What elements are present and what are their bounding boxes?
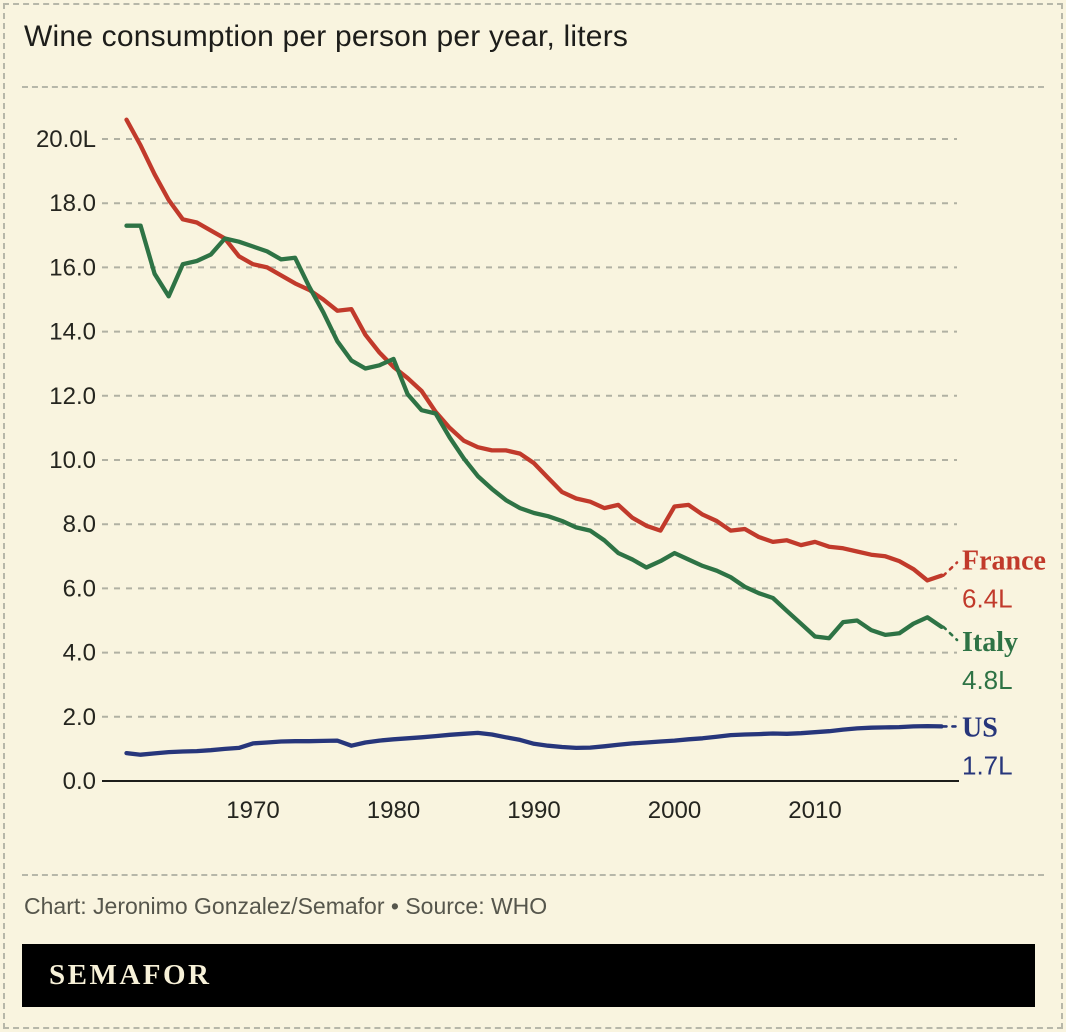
y-tick-label: 14.0 xyxy=(49,319,96,346)
x-tick-label: 1970 xyxy=(226,797,279,824)
y-tick-label: 18.0 xyxy=(49,190,96,217)
italy-end-value-label: 4.8L xyxy=(962,665,1013,695)
france-end-value-label: 6.4L xyxy=(962,584,1013,614)
semafor-logo-bar: SEMAFOR xyxy=(22,944,1035,1007)
y-tick-label: 2.0 xyxy=(63,704,96,731)
x-tick-label: 2000 xyxy=(648,797,701,824)
wine-consumption-chart: 0.0 2.0 4.0 6.0 8.0 10.0 12.0 14.0 16.0 18.0 20.0L… xyxy=(36,117,1046,824)
y-tick-label: 6.0 xyxy=(63,575,96,602)
france-series-label: France xyxy=(962,546,1046,577)
italy-line xyxy=(124,223,944,641)
x-tick-label: 2010 xyxy=(788,797,841,824)
us-end-value-label: 1.7L xyxy=(962,750,1013,780)
credit-source-line: Chart: Jeronimo Gonzalez/Semafor • Sourc… xyxy=(24,893,548,919)
chart-title: Wine consumption per person per year, li… xyxy=(24,20,629,53)
france-label-leader xyxy=(942,561,959,577)
x-tick-label: 1980 xyxy=(367,797,420,824)
y-tick-label: 12.0 xyxy=(49,383,96,410)
semafor-logo-text: SEMAFOR xyxy=(49,959,212,991)
us-line xyxy=(124,723,944,757)
y-tick-label: 10.0 xyxy=(49,447,96,474)
y-tick-label: 16.0 xyxy=(49,254,96,281)
footer-separator xyxy=(22,874,1044,876)
italy-label-leader xyxy=(942,625,959,642)
y-tick-label: 20.0L xyxy=(36,126,96,153)
us-series-label: US xyxy=(962,712,998,743)
y-tick-label: 4.0 xyxy=(63,640,96,667)
y-tick-label: 0.0 xyxy=(63,768,96,795)
x-tick-label: 1990 xyxy=(507,797,560,824)
y-tick-label: 8.0 xyxy=(63,511,96,538)
title-separator xyxy=(22,86,1044,88)
italy-series-label: Italy xyxy=(962,627,1018,658)
france-line xyxy=(124,117,944,583)
